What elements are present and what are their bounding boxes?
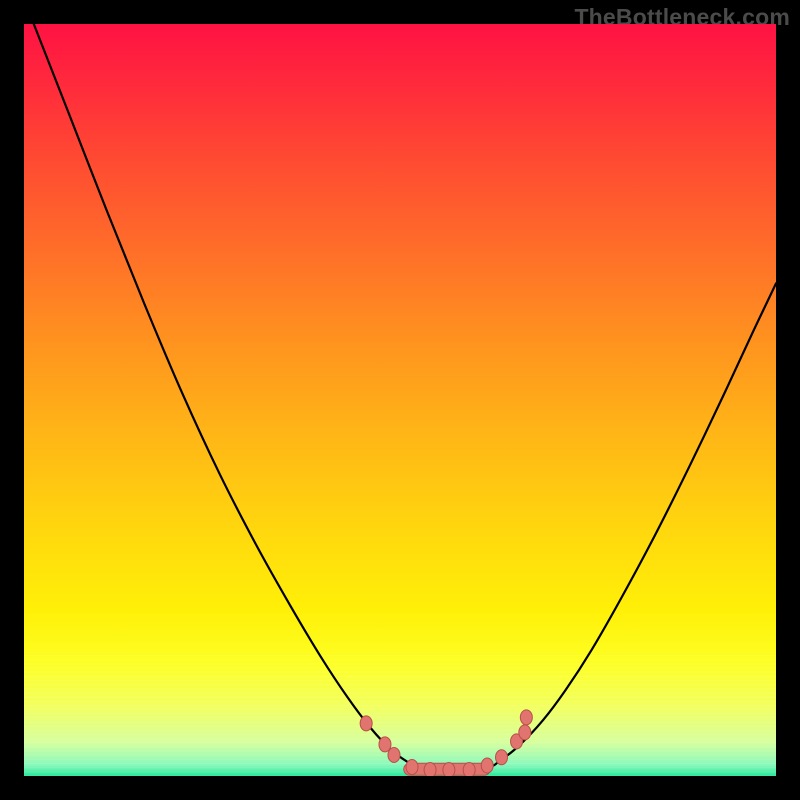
gradient-background [24,24,776,776]
marker-dot [481,758,493,773]
marker-dot [424,762,436,776]
marker-dot [406,759,418,774]
marker-dot [463,762,475,776]
marker-dot [388,747,400,762]
plot-svg [24,24,776,776]
plot-area [24,24,776,776]
marker-dot [519,725,531,740]
marker-dot [360,716,372,731]
marker-dot [496,750,508,765]
marker-dot [443,762,455,776]
marker-dot [520,710,532,725]
